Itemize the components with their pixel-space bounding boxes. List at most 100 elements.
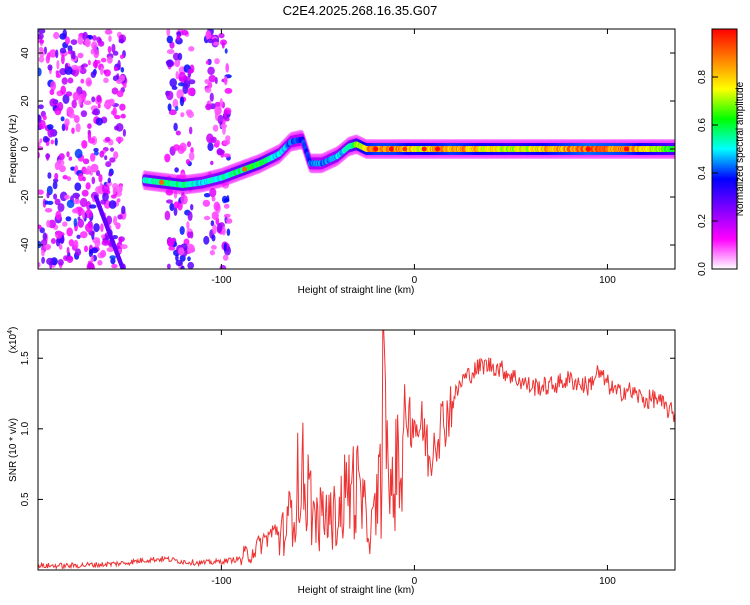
spectrogram-noise-blob: [208, 74, 217, 83]
spectrogram-noise-blob: [66, 246, 70, 255]
spectrogram-noise-blob: [164, 153, 171, 163]
spectrogram-noise-blob: [175, 130, 181, 136]
spectrogram-noise-blob: [71, 64, 79, 71]
spectrogram-noise-blob: [179, 226, 185, 235]
spectrogram-noise-blob: [174, 58, 181, 68]
spectrogram-noise-blob: [42, 114, 47, 121]
spectrogram-noise-blob: [115, 222, 121, 230]
spectrogram-noise-blob: [82, 209, 86, 220]
spectrogram-noise-blob: [205, 60, 209, 65]
snr-series-line: [38, 330, 675, 570]
spectrogram-noise-blob: [190, 204, 194, 211]
spectrogram-noise-blob: [90, 48, 94, 55]
spectrogram-noise-blob: [120, 244, 128, 250]
spectrogram-noise-blob: [38, 46, 44, 52]
spectrogram-noise-blob: [119, 103, 126, 111]
spectrogram-noise-blob: [39, 39, 45, 44]
spectrogram-noise-blob: [46, 220, 51, 228]
spectrogram-noise-blob: [73, 199, 81, 205]
spectrogram-noise-blob: [169, 41, 175, 49]
spectrogram-noise-blob: [216, 139, 220, 146]
spectrogram-noise-blob: [98, 174, 103, 183]
spectrogram-noise-blob: [53, 31, 60, 40]
spectrogram-noise-blob: [105, 161, 112, 168]
spectrogram-noise-blob: [47, 64, 53, 71]
spectrogram-noise-blob: [180, 265, 185, 269]
spectrogram-noise-blob: [225, 135, 231, 142]
spectrogram-noise-blob: [219, 264, 227, 269]
spectrogram-noise-blob: [118, 75, 126, 82]
spectrogram-noise-blob: [122, 83, 127, 89]
spectrogram-noise-blob: [61, 77, 68, 85]
spectrogram-noise-blob: [57, 101, 64, 112]
spectrogram-noise-blob: [61, 54, 65, 65]
spectrogram-noise-blob: [61, 123, 66, 132]
spectrogram-ridge-peak: [421, 146, 427, 152]
spectrogram-noise-blob: [60, 85, 66, 95]
spectrogram-noise-blob: [185, 159, 191, 165]
spectrogram-noise-blob: [106, 180, 112, 187]
spectrogram-noise-blob: [94, 240, 101, 248]
spectrogram-noise-blob: [80, 231, 88, 239]
spectrogram-noise-blob: [95, 117, 104, 126]
spectrogram-noise-blob: [166, 59, 174, 68]
spectrogram-noise-blob: [120, 113, 126, 119]
spectrogram-noise-blob: [58, 165, 66, 173]
spectrogram-noise-blob: [104, 136, 111, 142]
spectrogram-noise-blob: [211, 234, 216, 242]
spectrogram-noise-blob: [66, 176, 72, 182]
spectrogram-noise-blob: [167, 103, 172, 112]
spectrogram-y-label: Frequency (Hz): [8, 115, 19, 184]
spectrogram-noise-blob: [85, 223, 93, 233]
spectrogram-noise-blob: [58, 153, 65, 161]
spectrogram-noise-blob: [47, 200, 54, 205]
spectrogram-noise-blob: [66, 255, 74, 263]
spectrogram-noise-blob: [87, 80, 92, 85]
spectrogram-noise-blob: [202, 199, 211, 207]
spectrogram-noise-blob: [113, 151, 119, 160]
spectrogram-noise-blob: [187, 87, 196, 96]
svg-text:(x104): (x104): [7, 327, 19, 354]
spectrogram-noise-blob: [103, 77, 109, 84]
spectrogram-noise-blob: [101, 184, 110, 194]
spectrogram-noise-blob: [217, 114, 224, 125]
spectrogram-noise-blob: [178, 247, 185, 256]
spectrogram-noise-blob: [90, 163, 99, 173]
spectrogram-noise-blob: [44, 137, 50, 142]
spectrogram-noise-blob: [38, 141, 41, 147]
snr-plot-area: [38, 330, 675, 570]
spectrogram-noise-blob: [209, 249, 215, 256]
spectrogram-noise-blob: [92, 35, 97, 41]
spectrogram-noise-blob: [214, 101, 222, 107]
spectrogram-noise-blob: [180, 194, 188, 205]
spectrogram-noise-blob: [39, 227, 45, 234]
page-title: C2E4.2025.268.16.35.G07: [283, 3, 438, 18]
spectrogram-noise-blob: [104, 155, 108, 161]
spectrogram-noise-blob: [222, 181, 230, 189]
spectrogram-noise-blob: [179, 96, 185, 107]
spectrogram-noise-blob: [166, 35, 173, 44]
spectrogram-noise-blob: [88, 137, 96, 144]
spectrogram-noise-blob: [210, 160, 214, 166]
spectrogram-noise-blob: [110, 194, 117, 199]
spectrogram-noise-blob: [55, 49, 59, 59]
spectrogram-noise-blob: [179, 172, 187, 181]
spectrogram-noise-blob: [87, 59, 91, 66]
spectrogram-noise-blob: [113, 66, 118, 72]
spectrogram-noise-blob: [111, 263, 118, 269]
spectrogram-noise-blob: [87, 123, 92, 129]
spectrogram-noise-blob: [54, 172, 59, 180]
spectrogram-noise-blob: [46, 191, 50, 199]
spectrogram-noise-blob: [88, 248, 93, 258]
spectrogram-noise-blob: [109, 147, 115, 152]
spectrogram-noise-blob: [99, 66, 104, 76]
spectrogram-noise-blob: [41, 256, 45, 264]
snr-scale-exponent: 4: [7, 330, 14, 334]
spectrogram-noise-blob: [169, 203, 175, 211]
spectrogram-noise-blob: [203, 215, 211, 221]
spectrogram-noise-blob: [110, 257, 116, 265]
spectrogram-noise-blob: [97, 40, 105, 47]
colorbar-tick-label: 0.6: [697, 118, 708, 132]
spectrogram-noise-blob: [180, 112, 185, 118]
